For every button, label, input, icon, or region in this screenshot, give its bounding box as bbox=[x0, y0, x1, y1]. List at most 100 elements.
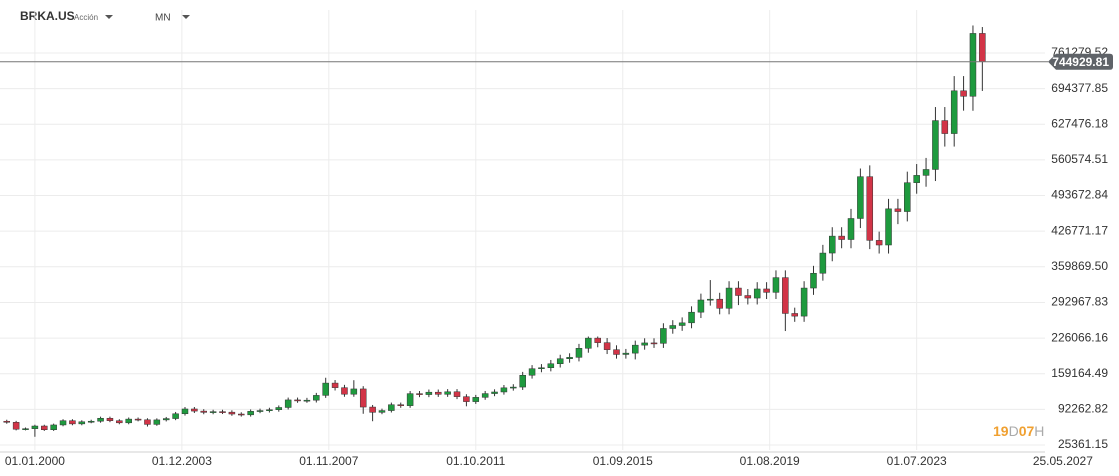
candle-body bbox=[913, 175, 920, 183]
candle-body bbox=[481, 393, 489, 398]
dropdown-arrow[interactable] bbox=[105, 15, 113, 19]
current-price-label: 744929.81 bbox=[1052, 55, 1109, 69]
candle-body bbox=[894, 208, 902, 212]
candle-body bbox=[650, 342, 658, 345]
candle-body bbox=[106, 417, 114, 421]
candle-body bbox=[716, 298, 723, 309]
candle-body bbox=[744, 295, 752, 299]
candle-body bbox=[500, 387, 508, 393]
candle-body bbox=[406, 393, 414, 406]
candle-body bbox=[191, 408, 198, 412]
candle-body bbox=[753, 288, 761, 299]
candle-body bbox=[397, 404, 404, 406]
candle-body bbox=[266, 409, 273, 411]
candle-body bbox=[322, 382, 329, 396]
candle-body bbox=[153, 419, 161, 425]
candle-body bbox=[819, 252, 827, 274]
candle-body bbox=[303, 399, 311, 402]
x-tick-label: 25.05.2027 bbox=[1033, 454, 1093, 468]
y-tick-label: 493672.84 bbox=[1051, 188, 1108, 202]
candle-body bbox=[125, 418, 132, 424]
candle-body bbox=[41, 425, 48, 430]
y-tick-label: 694377.85 bbox=[1051, 81, 1108, 95]
candle-body bbox=[97, 417, 104, 422]
countdown-hours-unit: H bbox=[1034, 423, 1044, 439]
candle-body bbox=[641, 342, 648, 346]
countdown-days-unit: D bbox=[1009, 423, 1019, 439]
candle-body bbox=[50, 424, 57, 430]
candle-body bbox=[632, 344, 639, 354]
candle-body bbox=[12, 422, 20, 430]
candle-body bbox=[69, 420, 76, 425]
symbol[interactable]: BRKA.US bbox=[20, 9, 75, 23]
candle-body bbox=[566, 357, 573, 359]
candle-body bbox=[669, 325, 677, 329]
x-tick-label: 01.08.2019 bbox=[740, 454, 800, 468]
countdown: 19D07H bbox=[993, 423, 1044, 439]
candle-body bbox=[444, 391, 451, 395]
candle-body bbox=[885, 208, 892, 246]
y-tick-label: 92262.82 bbox=[1058, 402, 1108, 416]
candle-body bbox=[256, 410, 264, 412]
candle-body bbox=[660, 328, 667, 344]
candle-body bbox=[209, 411, 217, 413]
x-tick-label: 01.11.2007 bbox=[299, 454, 358, 468]
candle-body bbox=[688, 311, 695, 324]
candle-body bbox=[491, 391, 498, 394]
candle-body bbox=[284, 399, 292, 408]
candle-body bbox=[341, 387, 348, 395]
candle-body bbox=[78, 421, 86, 425]
candle-body bbox=[172, 413, 179, 419]
y-tick-label: 359869.50 bbox=[1051, 259, 1108, 273]
countdown-hours: 07 bbox=[1019, 423, 1035, 439]
candle-body bbox=[388, 404, 395, 411]
candle-body bbox=[453, 391, 461, 397]
candle-body bbox=[247, 411, 254, 416]
candle-body bbox=[622, 352, 630, 355]
candle-body bbox=[950, 90, 958, 134]
candle-body bbox=[828, 235, 836, 254]
x-tick-label: 01.10.2011 bbox=[446, 454, 505, 468]
candle-body bbox=[472, 397, 480, 402]
candle-body bbox=[116, 420, 123, 424]
candle-body bbox=[791, 313, 798, 317]
candle-body bbox=[969, 33, 977, 97]
y-tick-label: 226066.16 bbox=[1051, 330, 1108, 344]
dropdown-arrow[interactable] bbox=[182, 15, 190, 19]
candle-body bbox=[763, 288, 770, 293]
candle-body bbox=[416, 393, 423, 395]
countdown-days: 19 bbox=[993, 423, 1009, 439]
candle-body bbox=[547, 363, 555, 368]
candle-body bbox=[528, 368, 536, 376]
candle-body bbox=[294, 399, 301, 402]
candle-body bbox=[838, 235, 845, 240]
candle-body bbox=[613, 349, 620, 355]
candle-body bbox=[313, 395, 320, 401]
candle-body bbox=[22, 428, 29, 430]
x-tick-label: 01.09.2015 bbox=[593, 454, 653, 468]
candle-body bbox=[228, 411, 236, 415]
y-tick-label: 426771.17 bbox=[1051, 223, 1108, 237]
candle-body bbox=[134, 418, 142, 421]
candle-body bbox=[847, 218, 855, 240]
candle-body bbox=[800, 287, 808, 317]
candle-body bbox=[725, 287, 733, 309]
candle-body bbox=[463, 396, 470, 402]
candle-body bbox=[538, 367, 545, 369]
candle-body bbox=[162, 418, 170, 421]
candle-body bbox=[425, 391, 433, 395]
candle-body bbox=[575, 348, 583, 358]
y-tick-label: 560574.51 bbox=[1051, 152, 1108, 166]
instrument-type[interactable]: Acción bbox=[74, 13, 98, 22]
candle-body bbox=[960, 90, 967, 97]
timeframe[interactable]: MN bbox=[155, 13, 171, 24]
price-tag bbox=[1048, 53, 1113, 70]
candle-body bbox=[594, 337, 601, 343]
candle-body bbox=[922, 169, 930, 176]
candle-body bbox=[857, 176, 864, 219]
candle-body bbox=[350, 388, 358, 395]
candle-body bbox=[200, 410, 207, 413]
candle-body bbox=[510, 386, 517, 389]
candle-body bbox=[585, 337, 592, 349]
